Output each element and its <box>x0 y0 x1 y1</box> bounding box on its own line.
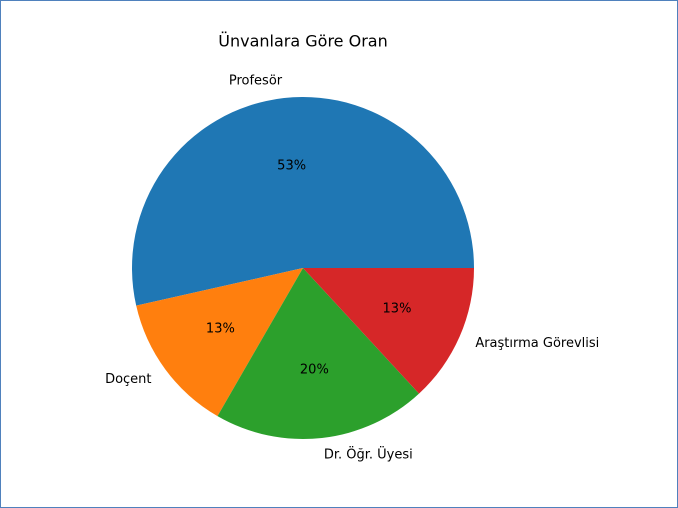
value-label: 20% <box>300 362 329 377</box>
slice-label: Doçent <box>105 372 151 387</box>
pie-slice <box>303 268 474 394</box>
chart-title: Ünvanlara Göre Oran <box>218 32 387 51</box>
value-label: 13% <box>206 321 235 336</box>
pie-slice <box>217 268 420 439</box>
slice-label: Dr. Öğr. Üyesi <box>324 445 413 462</box>
pie-slice <box>136 268 303 417</box>
slice-label: Araştırma Görevlisi <box>475 336 599 351</box>
pie-slice <box>131 96 474 306</box>
slice-label: Profesör <box>229 74 283 89</box>
value-label: 53% <box>277 159 306 174</box>
value-label: 13% <box>383 302 412 317</box>
